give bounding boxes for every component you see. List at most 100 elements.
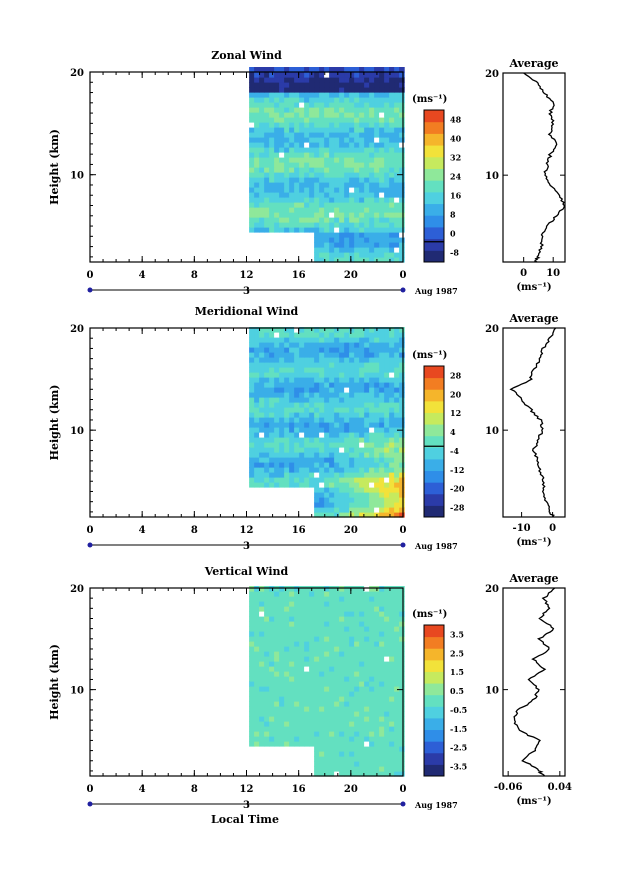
heatmap-cell (264, 631, 270, 637)
heatmap-cell (289, 367, 295, 373)
heatmap-cell (389, 487, 395, 493)
heatmap-cell (289, 437, 295, 443)
heatmap-cell (364, 482, 370, 488)
heatmap-cell (394, 477, 400, 483)
heatmap-cell (319, 422, 325, 428)
heatmap-cell (359, 87, 365, 93)
heatmap-cell (389, 392, 395, 398)
heatmap-cell (259, 67, 265, 73)
heatmap-cell (294, 77, 300, 83)
heatmap-cell (369, 631, 375, 637)
heatmap-cell (394, 142, 400, 148)
heatmap-cell (279, 212, 285, 218)
heatmap-cell (319, 112, 325, 118)
heatmap-cell (329, 686, 335, 692)
heatmap-cell (304, 172, 310, 178)
heatmap-cell (334, 502, 340, 508)
heatmap-cell (399, 761, 405, 767)
heatmap-cell (294, 397, 300, 403)
heatmap-cell (254, 367, 260, 373)
heatmap-cell (374, 641, 380, 647)
heatmap-cell (374, 232, 380, 238)
heatmap-cell (344, 142, 350, 148)
heatmap-cell (379, 586, 385, 592)
heatmap-cell (369, 342, 375, 348)
heatmap-cell (339, 137, 345, 143)
heatmap-cell (399, 706, 405, 712)
heatmap-cell (259, 661, 265, 667)
heatmap-cell (374, 756, 380, 762)
heatmap-cell (334, 736, 340, 742)
heatmap-cell (344, 427, 350, 433)
heatmap-cell (324, 646, 330, 652)
heatmap-cell (384, 332, 390, 338)
heatmap-cell (349, 367, 355, 373)
heatmap-cell (369, 472, 375, 478)
heatmap-cell (349, 631, 355, 637)
heatmap-cell (314, 746, 320, 752)
heatmap-cell (269, 347, 275, 353)
heatmap-cell (384, 117, 390, 123)
heatmap-cell (249, 591, 255, 597)
heatmap-cell (349, 512, 355, 518)
heatmap-cell (254, 611, 260, 617)
heatmap-cell (324, 217, 330, 223)
heatmap-cell (299, 726, 305, 732)
heatmap-cell (364, 117, 370, 123)
heatmap-cell (339, 167, 345, 173)
heatmap-gap (369, 427, 375, 433)
heatmap-cell (359, 711, 365, 717)
heatmap-cell (364, 107, 370, 113)
heatmap-cell (264, 636, 270, 642)
heatmap-cell (289, 706, 295, 712)
heatmap-cell (284, 72, 290, 78)
heatmap-cell (399, 686, 405, 692)
heatmap-cell (274, 92, 280, 98)
heatmap-cell (394, 751, 400, 757)
heatmap-cell (259, 147, 265, 153)
heatmap-cell (379, 452, 385, 458)
heatmap-cell (399, 217, 405, 223)
heatmap-cell (359, 167, 365, 173)
heatmap-cell (279, 72, 285, 78)
heatmap-cell (334, 462, 340, 468)
heatmap-cell (284, 736, 290, 742)
heatmap-cell (259, 92, 265, 98)
heatmap-cell (359, 237, 365, 243)
heatmap-cell (319, 761, 325, 767)
heatmap-cell (379, 606, 385, 612)
heatmap-cell (374, 167, 380, 173)
heatmap-gap (299, 432, 305, 438)
heatmap-cell (284, 87, 290, 93)
heatmap-cell (354, 601, 360, 607)
heatmap-cell (339, 227, 345, 233)
heatmap-cell (289, 586, 295, 592)
heatmap-cell (329, 447, 335, 453)
heatmap-cell (329, 502, 335, 508)
heatmap-cell (249, 187, 255, 193)
heatmap-cell (344, 731, 350, 737)
heatmap-cell (329, 232, 335, 238)
heatmap-cell (389, 626, 395, 632)
heatmap-cell (374, 347, 380, 353)
heatmap-cell (294, 187, 300, 193)
heatmap-cell (334, 252, 340, 258)
heatmap-cell (379, 257, 385, 263)
heatmap-cell (249, 72, 255, 78)
heatmap-cell (319, 656, 325, 662)
heatmap-cell (324, 651, 330, 657)
heatmap-cell (349, 82, 355, 88)
heatmap-cell (339, 182, 345, 188)
heatmap-cell (359, 82, 365, 88)
heatmap-cell (389, 122, 395, 128)
heatmap-cell (394, 327, 400, 333)
date-label: Aug 1987 (414, 800, 458, 810)
heatmap-cell (334, 472, 340, 478)
heatmap-cell (399, 497, 405, 503)
heatmap-cell (279, 726, 285, 732)
heatmap-cell (254, 352, 260, 358)
heatmap-cell (254, 726, 260, 732)
heatmap-cell (304, 606, 310, 612)
heatmap-cell (274, 626, 280, 632)
heatmap-cell (254, 447, 260, 453)
